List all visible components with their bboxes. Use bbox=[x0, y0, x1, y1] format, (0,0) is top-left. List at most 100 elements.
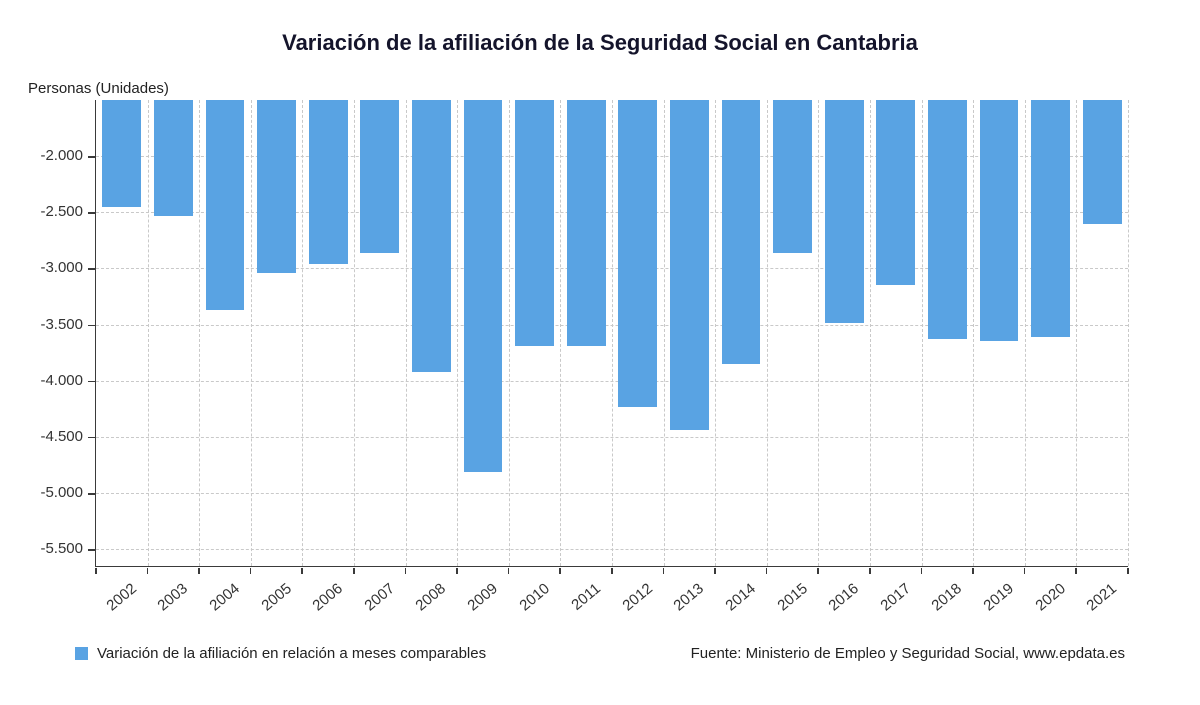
source-text: Fuente: Ministerio de Empleo y Seguridad… bbox=[690, 645, 1125, 662]
x-tick-mark bbox=[1127, 567, 1129, 574]
gridline-vertical bbox=[612, 100, 613, 566]
x-tick-mark bbox=[353, 567, 355, 574]
gridline-vertical bbox=[405, 100, 407, 566]
bar-2016[interactable] bbox=[824, 100, 864, 324]
x-tick-mark bbox=[662, 567, 665, 574]
gridline-vertical bbox=[508, 100, 510, 566]
bar-2014[interactable] bbox=[721, 100, 761, 364]
x-tick-mark bbox=[198, 567, 200, 574]
legend-swatch-icon bbox=[75, 647, 88, 660]
x-tick-label: 2014 bbox=[722, 580, 759, 615]
y-tick-mark bbox=[88, 324, 95, 327]
bar-2004[interactable] bbox=[205, 100, 245, 310]
x-tick-mark bbox=[1023, 567, 1026, 574]
x-tick-label: 2005 bbox=[258, 580, 295, 615]
plot-area bbox=[95, 100, 1129, 567]
bar-2013[interactable] bbox=[670, 100, 709, 431]
x-tick-mark bbox=[972, 567, 974, 574]
x-tick-mark bbox=[301, 567, 303, 574]
x-tick-label: 2008 bbox=[412, 580, 450, 615]
gridline-vertical bbox=[1128, 100, 1129, 566]
bar-2019[interactable] bbox=[979, 100, 1019, 342]
bar-2011[interactable] bbox=[566, 100, 606, 346]
gridline-vertical bbox=[818, 100, 820, 566]
bar-2005[interactable] bbox=[257, 100, 296, 273]
bar-2009[interactable] bbox=[463, 100, 503, 472]
bar-2018[interactable] bbox=[928, 100, 967, 340]
gridline-vertical bbox=[1024, 100, 1026, 566]
bar-2007[interactable] bbox=[360, 100, 400, 253]
x-tick-mark bbox=[146, 567, 149, 574]
y-tick-label: -3.500 bbox=[40, 315, 83, 333]
footer-row: Variación de la afiliación en relación a… bbox=[0, 645, 1200, 662]
y-tick-mark bbox=[88, 212, 95, 214]
x-tick-label: 2017 bbox=[877, 580, 914, 615]
gridline-vertical bbox=[354, 100, 355, 566]
x-tick-mark bbox=[765, 567, 768, 574]
x-tick-label: 2020 bbox=[1032, 580, 1069, 615]
x-tick-label: 2018 bbox=[928, 580, 966, 615]
x-tick-label: 2007 bbox=[361, 580, 398, 615]
x-tick-mark bbox=[611, 567, 613, 574]
x-tick-mark bbox=[249, 567, 252, 574]
x-tick-mark bbox=[456, 567, 458, 574]
x-tick-label: 2006 bbox=[309, 580, 347, 615]
x-tick-mark bbox=[559, 567, 561, 574]
y-tick-label: -4.000 bbox=[40, 371, 83, 389]
gridline-vertical bbox=[663, 100, 665, 566]
bar-2008[interactable] bbox=[412, 100, 451, 372]
x-tick-mark bbox=[869, 567, 871, 574]
x-tick-mark bbox=[920, 567, 923, 574]
x-tick-mark bbox=[95, 567, 97, 574]
bar-2017[interactable] bbox=[876, 100, 916, 286]
gridline-vertical bbox=[199, 100, 201, 566]
y-tick-mark bbox=[88, 549, 95, 551]
gridline-vertical bbox=[302, 100, 304, 566]
x-tick-mark bbox=[1075, 567, 1077, 574]
bar-2006[interactable] bbox=[308, 100, 348, 264]
chart-title: Variación de la afiliación de la Segurid… bbox=[282, 30, 918, 55]
gridline-vertical bbox=[973, 100, 975, 566]
legend-label: Variación de la afiliación en relación a… bbox=[97, 645, 487, 662]
y-tick-label: -3.000 bbox=[40, 259, 83, 277]
y-tick-label: -5.000 bbox=[40, 484, 83, 501]
x-tick-label: 2002 bbox=[103, 580, 140, 615]
bar-2012[interactable] bbox=[618, 100, 658, 407]
gridline-vertical bbox=[715, 100, 717, 566]
x-tick-label: 2016 bbox=[825, 580, 863, 615]
legend-item: Variación de la afiliación en relación a… bbox=[75, 645, 486, 662]
bar-2003[interactable] bbox=[154, 100, 193, 216]
gridline-vertical bbox=[457, 100, 459, 566]
bar-2002[interactable] bbox=[102, 100, 142, 207]
bar-2015[interactable] bbox=[773, 100, 812, 253]
y-tick-mark bbox=[88, 436, 95, 439]
gridline-vertical bbox=[766, 100, 768, 566]
x-tick-label: 2013 bbox=[670, 580, 708, 615]
x-tick-mark bbox=[714, 567, 716, 574]
y-tick-label: -2.500 bbox=[40, 203, 83, 221]
gridline-vertical bbox=[147, 100, 149, 566]
gridline-vertical bbox=[921, 100, 923, 566]
x-tick-label: 2019 bbox=[980, 580, 1017, 615]
x-tick-label: 2021 bbox=[1083, 580, 1121, 615]
bar-2020[interactable] bbox=[1031, 100, 1070, 337]
gridline-vertical bbox=[560, 100, 562, 566]
x-tick-label: 2011 bbox=[568, 580, 605, 614]
gridline-vertical bbox=[870, 100, 871, 566]
bar-2021[interactable] bbox=[1082, 100, 1122, 224]
y-tick-mark bbox=[88, 380, 95, 383]
x-tick-label: 2012 bbox=[619, 580, 656, 615]
x-tick-label: 2010 bbox=[516, 580, 553, 615]
x-tick-mark bbox=[404, 567, 407, 574]
bar-2010[interactable] bbox=[515, 100, 554, 346]
y-tick-label: -5.500 bbox=[40, 540, 83, 558]
y-tick-mark bbox=[88, 493, 95, 495]
x-tick-label: 2004 bbox=[206, 580, 243, 615]
x-tick-label: 2009 bbox=[464, 580, 501, 615]
x-tick-mark bbox=[507, 567, 510, 574]
y-axis-unit-label: Personas (Unidades) bbox=[28, 80, 169, 97]
y-tick-label: -2.000 bbox=[40, 147, 83, 165]
x-tick-mark bbox=[817, 567, 819, 574]
x-tick-label: 2003 bbox=[154, 580, 192, 615]
